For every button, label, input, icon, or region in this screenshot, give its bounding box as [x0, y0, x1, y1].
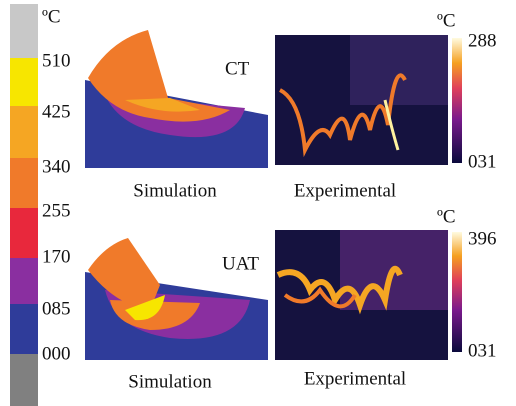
caption: Experimental: [304, 368, 406, 389]
colorbar-min: 031: [468, 151, 497, 172]
scale-label: 000: [42, 343, 71, 364]
experimental-image: [275, 35, 462, 165]
scale-unit: ºC: [42, 6, 61, 27]
scale-label: 340: [42, 156, 71, 177]
simulation-image: [85, 30, 268, 168]
caption: Experimental: [294, 180, 396, 201]
colorbar-max: 396: [468, 228, 497, 249]
colorbar-min: 031: [468, 340, 497, 361]
scale-label: 170: [42, 246, 71, 267]
scale-label: 510: [42, 50, 71, 71]
figure: ºC 510 425 340 255 170 085 000 CT Simulation E…: [0, 0, 516, 406]
colorbar-max: 288: [468, 30, 497, 51]
scale-bar: [10, 4, 38, 406]
panel-label: CT: [225, 58, 250, 79]
scale-label: 425: [42, 101, 71, 122]
scale-label: 255: [42, 200, 71, 221]
caption: Simulation: [133, 180, 217, 201]
experimental-image: [275, 230, 462, 360]
scale-label: 085: [42, 298, 71, 319]
panel-label: UAT: [222, 253, 259, 274]
caption: Simulation: [128, 371, 212, 392]
colorbar-unit: ºC: [437, 10, 456, 31]
scale-labels: 510 425 340 255 170 085 000: [42, 50, 71, 364]
colorbar-unit: ºC: [437, 206, 456, 227]
